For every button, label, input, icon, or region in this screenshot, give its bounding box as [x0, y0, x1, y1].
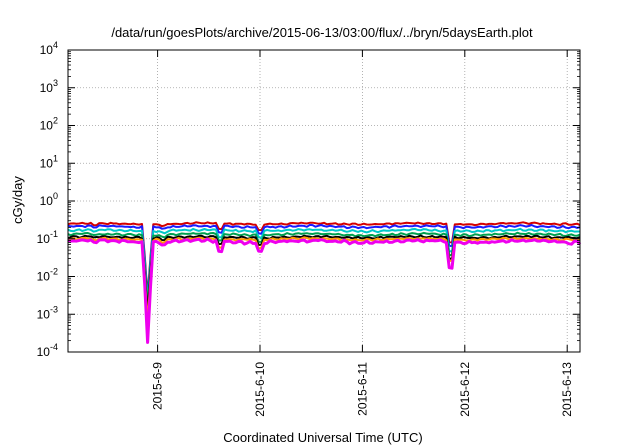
series-line-5	[67, 234, 581, 316]
y-tick-label: 101	[40, 153, 58, 170]
series-layer	[67, 221, 582, 344]
series-line-1	[67, 221, 581, 298]
y-axis-label: cGy/day	[10, 176, 25, 224]
x-tick-label: 2015-6-10	[253, 362, 267, 417]
series-line-2	[67, 223, 581, 301]
y-tick-label: 103	[40, 78, 58, 95]
series-line-7	[67, 237, 582, 344]
series-line-4	[67, 231, 581, 309]
x-tick-label: 2015-6-13	[560, 362, 574, 417]
x-tick-label: 2015-6-12	[458, 362, 472, 417]
y-tick-label: 10-2	[37, 267, 58, 284]
series-line-3	[67, 227, 580, 304]
y-tick-label: 102	[40, 116, 58, 133]
grid	[68, 50, 580, 352]
y-tick-label: 10-1	[37, 229, 58, 246]
x-axis: 2015-6-9 2015-6-10 2015-6-11 2015-6-12 2015-…	[151, 50, 574, 417]
y-tick-label: 10-4	[37, 342, 58, 359]
x-tick-label: 2015-6-11	[355, 362, 369, 416]
x-axis-label: Coordinated Universal Time (UTC)	[223, 430, 422, 445]
y-tick-label: 100	[40, 191, 58, 208]
chart-title: /data/run/goesPlots/archive/2015-06-13/0…	[111, 25, 533, 40]
y-tick-label: 10-3	[37, 304, 58, 321]
y-tick-label: 104	[40, 40, 58, 57]
y-axis: 10-4 10-3 10-2 10-1 100 101 102 103 104	[37, 40, 580, 359]
x-tick-label: 2015-6-9	[151, 362, 165, 410]
